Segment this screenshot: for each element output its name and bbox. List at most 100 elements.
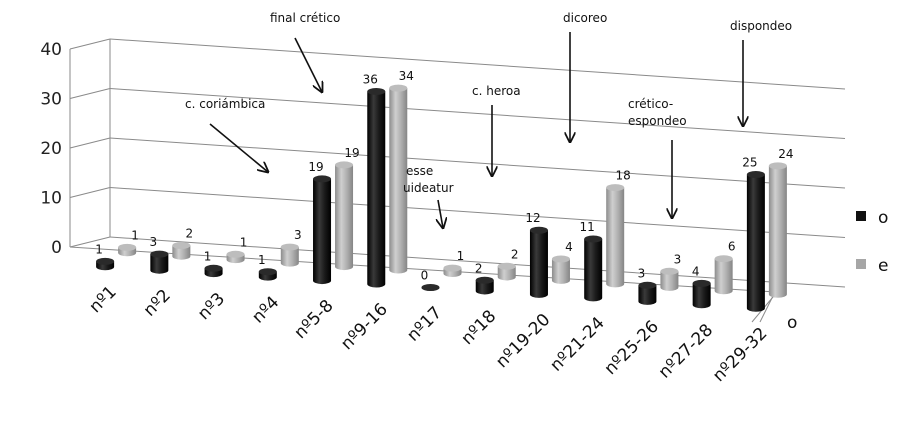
data-label-o-10: 3 [638, 266, 646, 280]
bar-e-1-body [172, 245, 191, 260]
side-gridline [69, 38, 111, 50]
annotation-2: esse uideatur [403, 164, 454, 228]
data-label-e-7: 2 [511, 247, 519, 261]
bar-o-1-cap [150, 250, 169, 258]
bar-e-1-cap [172, 241, 191, 249]
data-label-e-5: 34 [399, 69, 414, 83]
category-label-2: nº3 [194, 289, 229, 324]
bar-e-4 [335, 161, 354, 271]
side-gridline [69, 88, 111, 99]
data-label-o-0: 1 [95, 242, 103, 256]
bar-o-6 [421, 284, 440, 291]
category-label-1: nº2 [140, 286, 175, 321]
bar-e-8-body [551, 259, 570, 284]
bar-o-5-cap [367, 87, 386, 95]
category-label-12: nº29-32 [709, 324, 771, 386]
back-gridline [109, 38, 846, 90]
annotation-arrow [209, 123, 268, 172]
bar-e-1 [172, 241, 191, 260]
data-label-e-8: 4 [565, 240, 573, 254]
annotation-text: dispondeo [730, 19, 792, 33]
data-label-o-1: 3 [150, 235, 158, 249]
category-label-6: nº17 [403, 303, 446, 346]
bar-e-2-cap [226, 250, 245, 258]
category-label-9: nº21-24 [546, 313, 608, 375]
bar-e-9-cap [606, 184, 625, 192]
bar-e-11-cap [714, 255, 733, 263]
bar-o-8-body [529, 230, 548, 298]
bar-e-4-cap [335, 161, 354, 169]
bar-o-9-cap [584, 235, 603, 243]
data-label-e-12: 24 [778, 147, 793, 161]
bar-o-9 [584, 235, 603, 302]
annotation-layer: final crético c. coriámbica esse uideatur c.… [185, 11, 792, 228]
bar-e-12-body [768, 165, 787, 298]
annotation-text: dicoreo [563, 11, 607, 25]
bar-e-5-body [389, 88, 408, 274]
bar-o-0 [96, 257, 115, 271]
annotation-6: dispondeo [730, 19, 792, 126]
annotation-text: crético- [628, 97, 673, 111]
data-label-e-4: 19 [344, 146, 359, 160]
bar-o-12 [746, 171, 765, 312]
bar-o-12-cap [746, 171, 765, 179]
data-label-o-12: 25 [742, 156, 757, 170]
category-label-7: nº18 [458, 306, 501, 349]
bar-e-0 [118, 243, 137, 257]
data-label-o-5: 36 [363, 72, 378, 86]
bar-o-3-cap [258, 268, 277, 276]
data-label-o-7: 2 [475, 261, 483, 275]
bar-o-2 [204, 264, 223, 278]
bar-e-7-body [497, 266, 516, 281]
data-label-o-3: 1 [258, 253, 266, 267]
category-label-3: nº4 [248, 293, 283, 328]
bar-e-8 [551, 255, 570, 284]
back-gridline [109, 137, 846, 189]
data-label-o-4: 19 [308, 160, 323, 174]
y-tick-label: 30 [40, 90, 62, 110]
data-label-e-6: 1 [457, 249, 465, 263]
annotation-text: c. heroa [472, 84, 521, 98]
bar-o-9-body [584, 239, 603, 302]
bar-o-5-body [367, 91, 386, 288]
bar-o-1-body [150, 254, 169, 274]
y-tick-label: 0 [51, 238, 62, 258]
annotation-4: dicoreo [563, 11, 607, 142]
data-label-e-3: 3 [294, 228, 302, 242]
bar-e-5 [389, 84, 408, 274]
y-tick-label: 10 [40, 189, 62, 209]
bar-o-10 [638, 281, 657, 305]
bar-e-8-cap [551, 255, 570, 263]
annotation-arrow [294, 37, 322, 92]
side-gridline [69, 137, 111, 149]
category-label-11: nº27-28 [655, 320, 717, 382]
bar-e-12 [768, 162, 787, 298]
annotation-arrow [438, 199, 443, 228]
bar-o-11 [692, 279, 711, 309]
annotation-text-2: uideatur [403, 181, 454, 195]
legend-swatch [856, 259, 866, 269]
bar-o-8 [529, 226, 548, 298]
data-label-e-2: 1 [240, 235, 248, 249]
data-label-o-11: 4 [692, 264, 700, 278]
bar-o-4-cap [313, 175, 332, 183]
bar-e-2 [226, 250, 245, 264]
bar-o-1 [150, 250, 169, 274]
bar-e-9 [606, 184, 625, 288]
data-label-e-0: 1 [131, 228, 139, 242]
back-gridline [109, 187, 846, 238]
bar-e-11-body [714, 258, 733, 295]
category-label-8: nº19-20 [492, 310, 554, 372]
legend-swatch [856, 211, 866, 221]
bar-o-7-body [475, 280, 494, 295]
data-label-e-10: 3 [674, 252, 682, 266]
annotation-text-2: espondeo [628, 114, 687, 128]
bar-e-9-body [606, 187, 625, 288]
legend-label: e [878, 256, 888, 276]
data-label-o-9: 11 [580, 220, 595, 234]
annotation-0: final crético [270, 11, 340, 92]
data-label-o-2: 1 [204, 249, 212, 263]
data-label-o-8: 12 [525, 211, 540, 225]
